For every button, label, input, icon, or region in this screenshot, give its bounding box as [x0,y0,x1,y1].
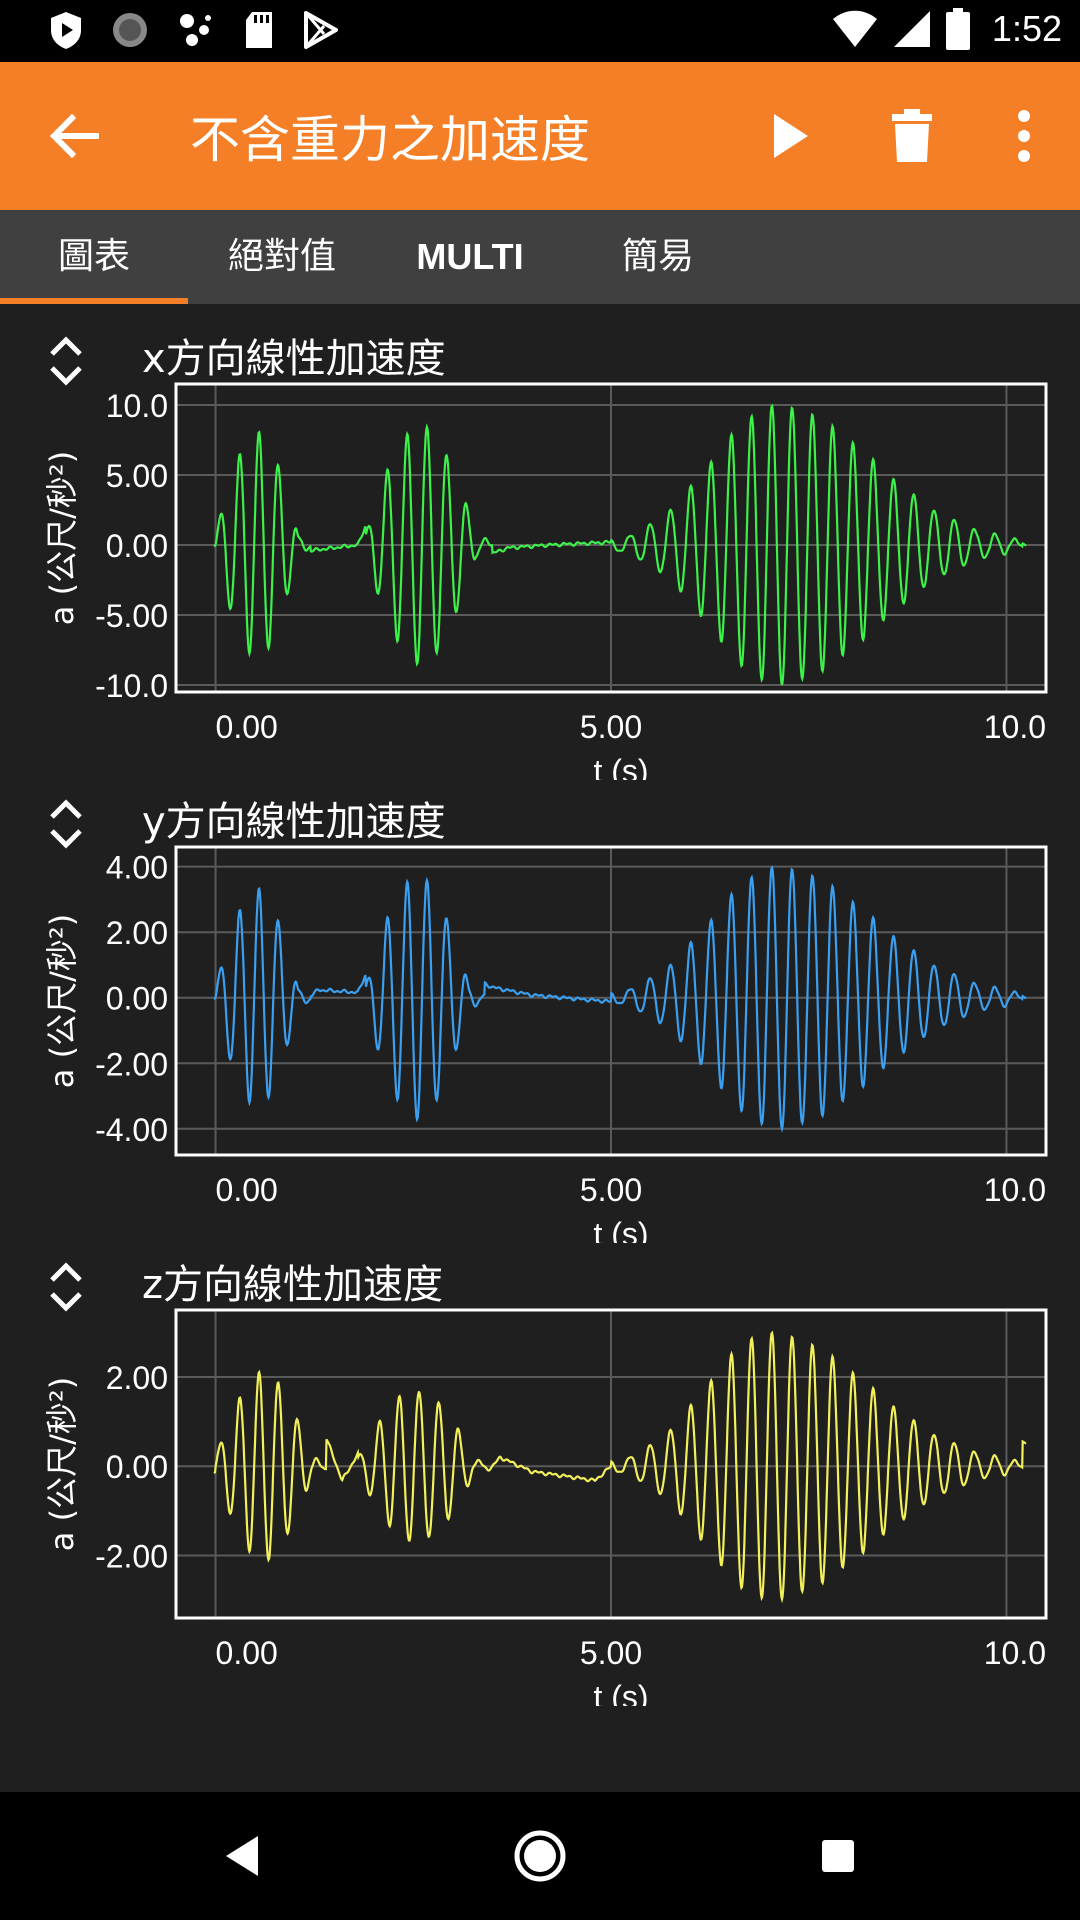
notification-icons [48,10,340,50]
plot-area[interactable]: 2.00 0.00 -2.00 0.00 5.00 10.0 t (s) [0,1246,1080,1706]
plot-area[interactable]: 4.00 2.00 0.00 -2.00 -4.00 0.00 5.00 10.0 t (s) [0,783,1080,1243]
x-tick-label: 5.00 [580,1635,642,1671]
shield-icon [51,12,81,49]
y-tick-label: 0.00 [106,1449,168,1485]
y-tick-label: -2.00 [95,1046,168,1082]
cell-signal-icon [893,11,930,47]
y-tick-label: -2.00 [95,1539,168,1575]
y-tick-label: 0.00 [106,528,168,564]
tab-label: MULTI [416,236,524,277]
y-tick-label: -4.00 [95,1112,168,1148]
assistant-dots-icon [180,14,211,46]
back-arrow-icon[interactable] [44,106,104,166]
page-title: 不含重力之加速度 [190,111,590,169]
loading-icon [113,13,147,47]
y-tick-label: 10.0 [106,388,168,424]
y-tick-label: 2.00 [106,915,168,951]
nav-back-icon[interactable] [212,1826,272,1886]
plot-frame [174,382,1048,694]
expand-icon[interactable] [44,1260,88,1314]
play-icon[interactable] [760,106,820,166]
x-tick-label: 10.0 [984,709,1046,745]
x-axis-label: t (s) [593,753,648,780]
system-icons: 1:52 [832,8,1062,50]
expand-icon[interactable] [44,334,88,388]
sd-card-icon [246,12,272,48]
x-tick-label: 0.00 [216,709,278,745]
y-tick-label: 0.00 [106,981,168,1017]
y-tick-label: -5.00 [95,598,168,634]
navigation-bar [0,1792,1080,1920]
tab-simple[interactable]: 簡易 [564,210,752,304]
x-tick-label: 5.00 [580,709,642,745]
y-tick-label: 5.00 [106,458,168,494]
tab-graph[interactable]: 圖表 [0,210,188,304]
delete-icon[interactable] [882,106,942,166]
nav-home-icon[interactable] [510,1826,570,1886]
x-tick-label: 0.00 [216,1635,278,1671]
tab-multi[interactable]: MULTI [376,210,564,304]
x-tick-label: 10.0 [984,1172,1046,1208]
battery-icon [945,8,970,50]
nav-recents-icon[interactable] [808,1826,868,1886]
x-tick-label: 5.00 [580,1172,642,1208]
graph-title: x方向線性加速度 [142,336,446,382]
y-tick-label: 4.00 [106,850,168,886]
graph-x-acceleration[interactable]: x方向線性加速度 a (公尺/秒²) 10.0 5.00 0.00 -5.00 -10.… [0,320,1080,780]
graph-y-acceleration[interactable]: y方向線性加速度 a (公尺/秒²) 4.00 2.00 0.00 -2.00 -4.0… [0,783,1080,1243]
tab-label: 絕對值 [227,236,336,277]
plot-area[interactable]: 10.0 5.00 0.00 -5.00 -10.0 0.00 5.00 10.0 t (s) [0,320,1080,780]
tab-absolute[interactable]: 絕對值 [188,210,376,304]
active-tab-indicator [0,298,188,304]
x-tick-label: 0.00 [216,1172,278,1208]
tab-bar: 圖表 絕對值 MULTI 簡易 [0,210,1080,304]
tab-label: 簡易 [621,236,694,277]
status-bar: 1:52 [0,0,1080,62]
plot-frame [174,1308,1048,1620]
graph-title: z方向線性加速度 [142,1262,443,1308]
play-store-icon [304,11,338,49]
graph-z-acceleration[interactable]: z方向線性加速度 a (公尺/秒²) 2.00 0.00 -2.00 0.00 5.00… [0,1246,1080,1706]
wifi-icon [832,10,877,47]
status-time: 1:52 [991,8,1062,49]
more-vert-icon[interactable] [1000,106,1048,166]
x-axis-label: t (s) [593,1216,648,1243]
y-tick-label: -10.0 [95,668,168,704]
plot-frame [174,845,1048,1157]
data-series-line [213,403,1027,686]
x-tick-label: 10.0 [984,1635,1046,1671]
app-bar: 不含重力之加速度 [0,62,1080,210]
tab-label: 圖表 [57,236,130,277]
x-axis-label: t (s) [593,1679,648,1706]
y-tick-label: 2.00 [106,1360,168,1396]
graph-title: y方向線性加速度 [142,799,446,845]
data-series-line [213,1330,1027,1604]
data-series-line [213,865,1027,1133]
expand-icon[interactable] [44,797,88,851]
